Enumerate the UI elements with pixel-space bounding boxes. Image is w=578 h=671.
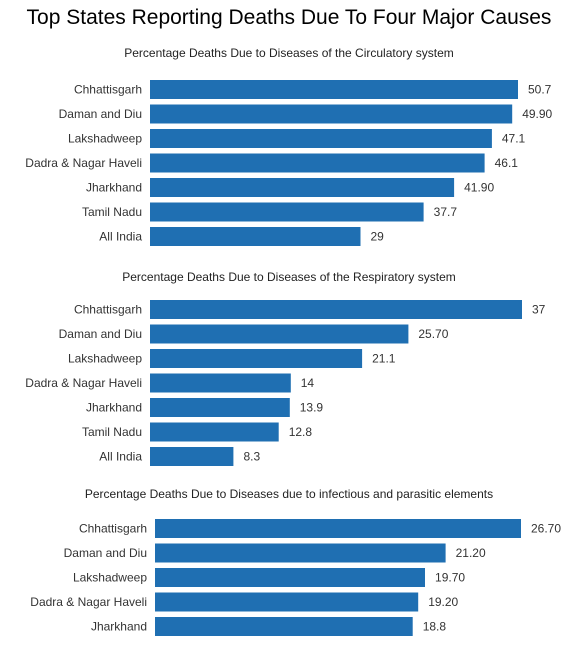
value-label: 46.1 <box>495 156 519 170</box>
category-label: All India <box>99 230 142 244</box>
category-label: Lakshadweep <box>68 352 142 366</box>
value-label: 29 <box>370 230 384 244</box>
value-label: 26.70 <box>531 522 561 536</box>
value-label: 47.1 <box>502 132 526 146</box>
bar <box>155 568 425 587</box>
page-title: Top States Reporting Deaths Due To Four … <box>26 6 552 29</box>
bar <box>150 422 279 442</box>
bar <box>150 153 485 173</box>
bar <box>150 373 291 393</box>
bar <box>150 398 290 417</box>
category-label: Jharkhand <box>91 620 147 634</box>
bar <box>150 80 518 99</box>
category-label: Chhattisgarh <box>79 522 147 536</box>
value-label: 18.8 <box>423 620 447 634</box>
value-label: 21.1 <box>372 352 396 366</box>
category-label: Daman and Diu <box>64 546 147 560</box>
value-label: 21.20 <box>456 546 486 560</box>
chart-1-circulatory: Chhattisgarh 50.7 Daman and Diu 49.90 Laksha… <box>25 80 553 246</box>
bar <box>150 104 513 124</box>
value-label: 25.70 <box>418 327 448 341</box>
bar <box>150 300 522 319</box>
value-label: 37 <box>532 303 546 317</box>
value-label: 19.70 <box>435 571 465 585</box>
bar <box>155 519 521 538</box>
category-label: Jharkhand <box>86 181 142 195</box>
category-label: Daman and Diu <box>59 327 142 341</box>
category-label: Tamil Nadu <box>82 205 142 219</box>
bar <box>155 543 446 563</box>
bar <box>155 592 419 612</box>
category-label: All India <box>99 450 142 464</box>
chart-3-title: Percentage Deaths Due to Diseases due to… <box>84 487 494 501</box>
category-label: Daman and Diu <box>59 107 142 121</box>
category-label: Jharkhand <box>86 401 142 415</box>
category-label: Chhattisgarh <box>74 83 142 97</box>
chart-1-title: Percentage Deaths Due to Diseases of the… <box>124 46 454 60</box>
category-label: Dadra & Nagar Haveli <box>30 595 147 609</box>
value-label: 12.8 <box>289 425 313 439</box>
value-label: 50.7 <box>528 83 552 97</box>
chart-2-title: Percentage Deaths Due to Diseases of the… <box>122 270 456 284</box>
bar <box>150 227 361 246</box>
value-label: 8.3 <box>243 450 260 464</box>
category-label: Dadra & Nagar Haveli <box>25 376 142 390</box>
value-label: 14 <box>301 376 315 390</box>
value-label: 19.20 <box>428 595 458 609</box>
value-label: 49.90 <box>522 107 552 121</box>
chart-2-respiratory: Chhattisgarh 37 Daman and Diu 25.70 Lakshadw… <box>25 300 546 466</box>
category-label: Lakshadweep <box>68 132 142 146</box>
value-label: 13.9 <box>300 401 324 415</box>
category-label: Lakshadweep <box>73 571 147 585</box>
bar <box>150 447 234 466</box>
category-label: Chhattisgarh <box>74 303 142 317</box>
category-label: Dadra & Nagar Haveli <box>25 156 142 170</box>
bar <box>150 324 409 344</box>
chart-3-infectious: Chhattisgarh 26.70 Daman and Diu 21.20 Laksh… <box>30 519 561 636</box>
bar <box>150 129 492 148</box>
value-label: 41.90 <box>464 181 494 195</box>
bar <box>150 178 455 197</box>
value-label: 37.7 <box>434 205 458 219</box>
category-label: Tamil Nadu <box>82 425 142 439</box>
bar <box>150 202 424 222</box>
bar <box>155 617 413 636</box>
bar <box>150 349 363 368</box>
